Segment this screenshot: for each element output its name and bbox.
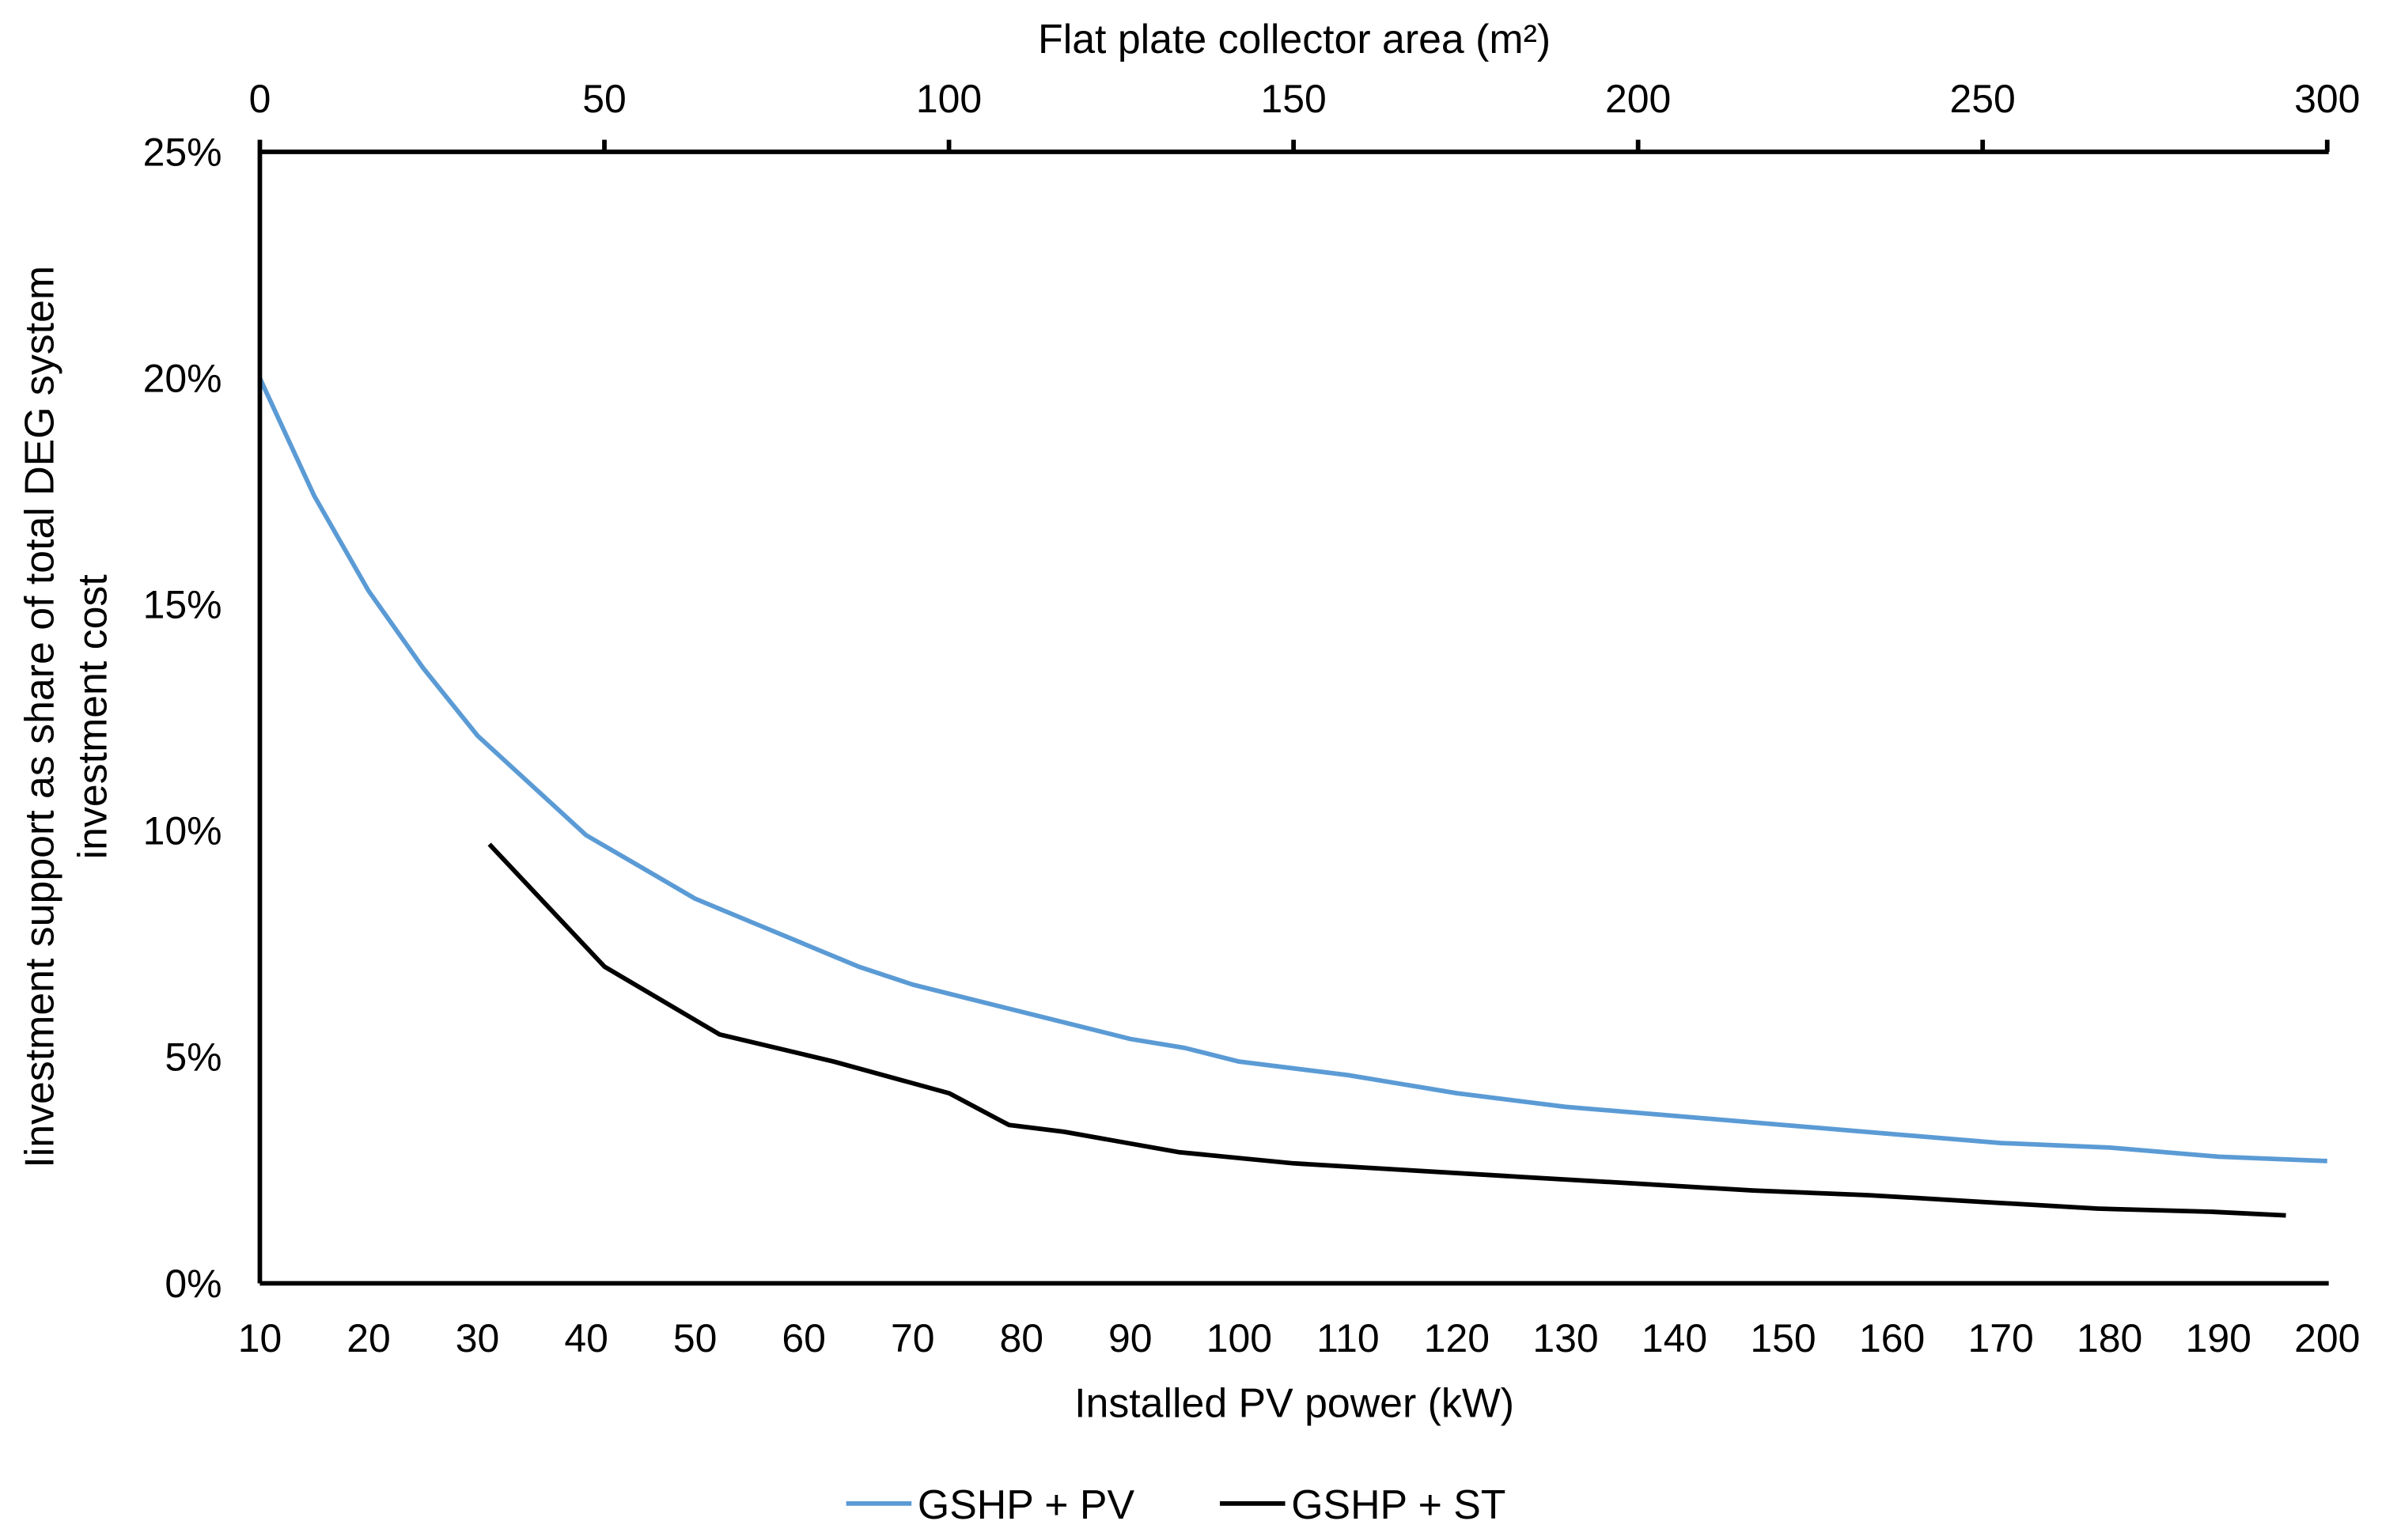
y-axis-title-line1: Iinvestment support as share of total DE…: [16, 266, 62, 1168]
x2-tick-label: 150: [1260, 77, 1326, 121]
x-tick-label: 20: [347, 1316, 391, 1360]
x-tick-label: 120: [1424, 1316, 1490, 1360]
x-tick-label: 100: [1206, 1316, 1272, 1360]
x-tick-label: 70: [891, 1316, 935, 1360]
tick-layer: 10 20 30 40 50 60 70 80 90 100 110 120 130 140 150 160 1…: [143, 77, 2361, 1360]
x-tick-label: 60: [782, 1316, 826, 1360]
x2-tick-label: 50: [582, 77, 627, 121]
y-axis-title-line2: investment cost: [70, 574, 116, 860]
legend-label-st: GSHP + ST: [1291, 1481, 1505, 1527]
x2-tick-label: 0: [249, 77, 271, 121]
y-tick-label: 5%: [165, 1035, 222, 1080]
x-tick-label: 130: [1532, 1316, 1598, 1360]
x2-tick-label: 200: [1605, 77, 1671, 121]
x-tick-label: 40: [564, 1316, 608, 1360]
x-tick-label: 200: [2294, 1316, 2360, 1360]
x-tick-label: 170: [1967, 1316, 2033, 1360]
x-tick-label: 180: [2077, 1316, 2142, 1360]
x2-tick-label: 100: [916, 77, 982, 121]
legend: GSHP + PV GSHP + ST: [846, 1481, 1505, 1527]
x-tick-label: 190: [2186, 1316, 2251, 1360]
x-axis-title: Installed PV power (kW): [1074, 1379, 1514, 1425]
x-tick-label: 50: [673, 1316, 718, 1360]
series-layer: [257, 376, 2327, 1218]
y-tick-label: 0%: [165, 1262, 222, 1306]
x2-tick-label: 250: [1950, 77, 2016, 121]
x-tick-label: 150: [1750, 1316, 1816, 1360]
x-tick-label: 80: [999, 1316, 1043, 1360]
x-tick-label: 10: [238, 1316, 282, 1360]
series-line-gshp-st: [487, 842, 2286, 1218]
x-tick-label: 140: [1642, 1316, 1707, 1360]
series-line-gshp-pv: [257, 376, 2327, 1164]
y-tick-label: 10%: [143, 809, 222, 853]
x2-axis-title: Flat plate collector area (m²): [1038, 16, 1551, 62]
x-tick-label: 160: [1859, 1316, 1925, 1360]
y-tick-label: 15%: [143, 582, 222, 626]
y-tick-label: 20%: [143, 356, 222, 400]
y-tick-label: 25%: [143, 130, 222, 174]
x2-tick-label: 300: [2294, 77, 2360, 121]
legend-label-pv: GSHP + PV: [918, 1481, 1135, 1527]
x-tick-label: 110: [1316, 1316, 1380, 1360]
x-tick-label: 30: [456, 1316, 500, 1360]
x-tick-label: 90: [1108, 1316, 1153, 1360]
